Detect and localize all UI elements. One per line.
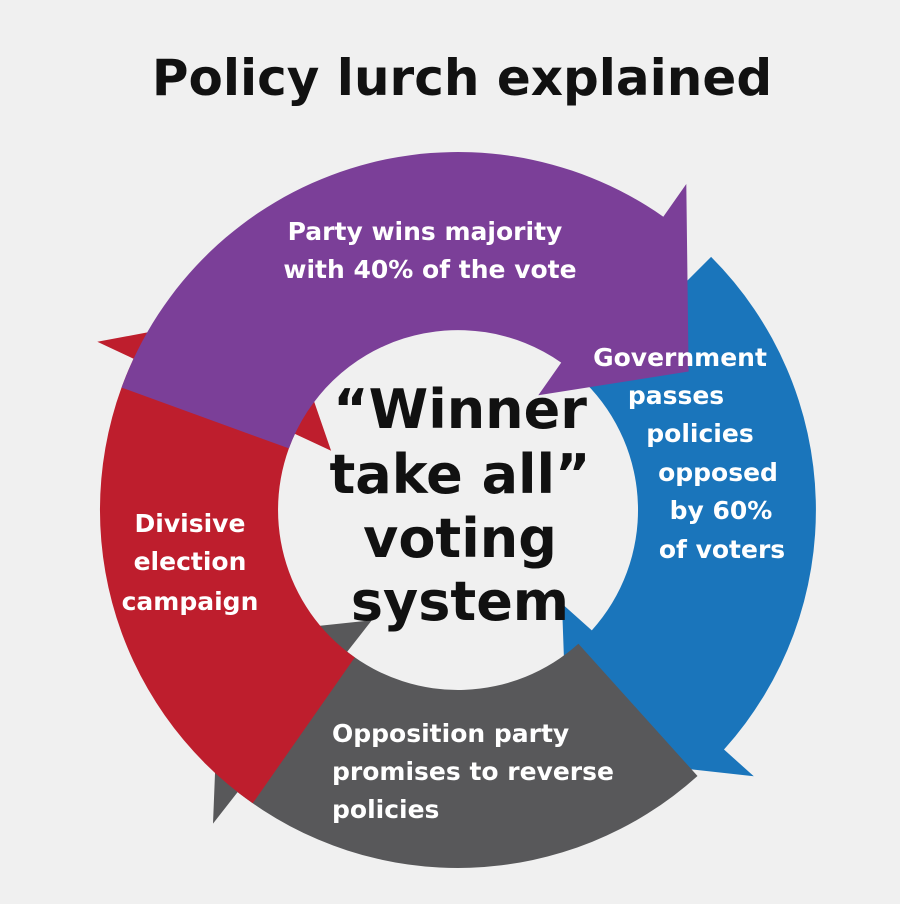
center-line: take all” bbox=[329, 443, 590, 506]
title: Policy lurch explained bbox=[152, 49, 772, 107]
step-line: Opposition party bbox=[332, 719, 569, 748]
step-line: Government bbox=[593, 343, 767, 372]
step-line: with 40% of the vote bbox=[283, 255, 576, 284]
step-line: promises to reverse bbox=[332, 757, 614, 786]
center-line: system bbox=[351, 570, 569, 633]
step-label: Government passes policies opposed by 60… bbox=[593, 343, 785, 564]
step-label: Party wins majority with 40% of the vote bbox=[283, 217, 576, 284]
cycle-arrow bbox=[562, 256, 816, 777]
center-line: “Winner bbox=[333, 378, 587, 441]
step-line: by 60% bbox=[670, 496, 773, 525]
cycle-arrows bbox=[97, 152, 816, 868]
step-line: Divisive bbox=[135, 509, 246, 538]
step-line: policies bbox=[646, 419, 753, 448]
step-label: Divisive election campaign bbox=[122, 509, 259, 616]
step-line: election bbox=[134, 547, 247, 576]
center-label: “Winner take all” voting system bbox=[329, 378, 590, 633]
cycle-arrow bbox=[121, 152, 689, 449]
step-line: campaign bbox=[122, 587, 259, 616]
step-line: policies bbox=[332, 795, 439, 824]
step-line: of voters bbox=[659, 535, 785, 564]
step-line: opposed bbox=[658, 458, 778, 487]
center-line: voting bbox=[363, 507, 557, 570]
step-label: Opposition party promises to reverse pol… bbox=[332, 719, 614, 824]
step-line: passes bbox=[628, 381, 724, 410]
step-line: Party wins majority bbox=[288, 217, 563, 246]
